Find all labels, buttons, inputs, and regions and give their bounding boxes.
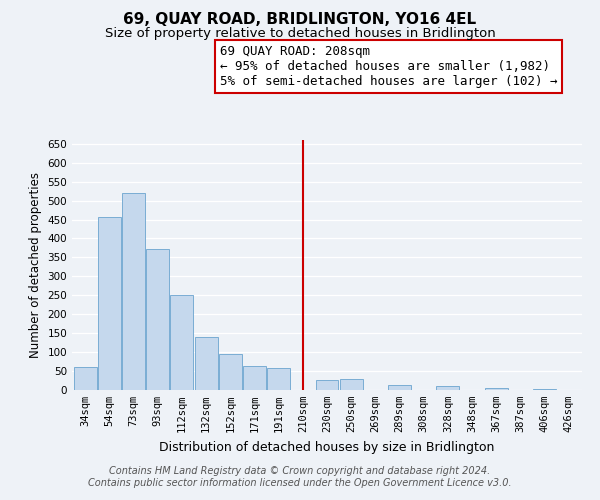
Bar xyxy=(340,379,362,390)
Bar xyxy=(74,366,97,390)
Bar xyxy=(219,354,242,390)
Bar xyxy=(98,217,121,390)
Bar xyxy=(243,366,266,390)
Text: 69 QUAY ROAD: 208sqm
← 95% of detached houses are smaller (1,982)
5% of semi-det: 69 QUAY ROAD: 208sqm ← 95% of detached h… xyxy=(220,45,557,88)
Text: Contains HM Land Registry data © Crown copyright and database right 2024.
Contai: Contains HM Land Registry data © Crown c… xyxy=(88,466,512,487)
Bar xyxy=(146,250,169,390)
Text: Size of property relative to detached houses in Bridlington: Size of property relative to detached ho… xyxy=(104,28,496,40)
Y-axis label: Number of detached properties: Number of detached properties xyxy=(29,172,42,358)
Bar xyxy=(170,296,193,390)
Bar xyxy=(485,388,508,390)
Bar xyxy=(316,380,338,390)
X-axis label: Distribution of detached houses by size in Bridlington: Distribution of detached houses by size … xyxy=(160,440,494,454)
Bar xyxy=(194,337,218,390)
Bar xyxy=(122,193,145,390)
Text: 69, QUAY ROAD, BRIDLINGTON, YO16 4EL: 69, QUAY ROAD, BRIDLINGTON, YO16 4EL xyxy=(124,12,476,28)
Bar xyxy=(436,386,460,390)
Bar xyxy=(388,385,411,390)
Bar xyxy=(533,389,556,390)
Bar xyxy=(267,368,290,390)
